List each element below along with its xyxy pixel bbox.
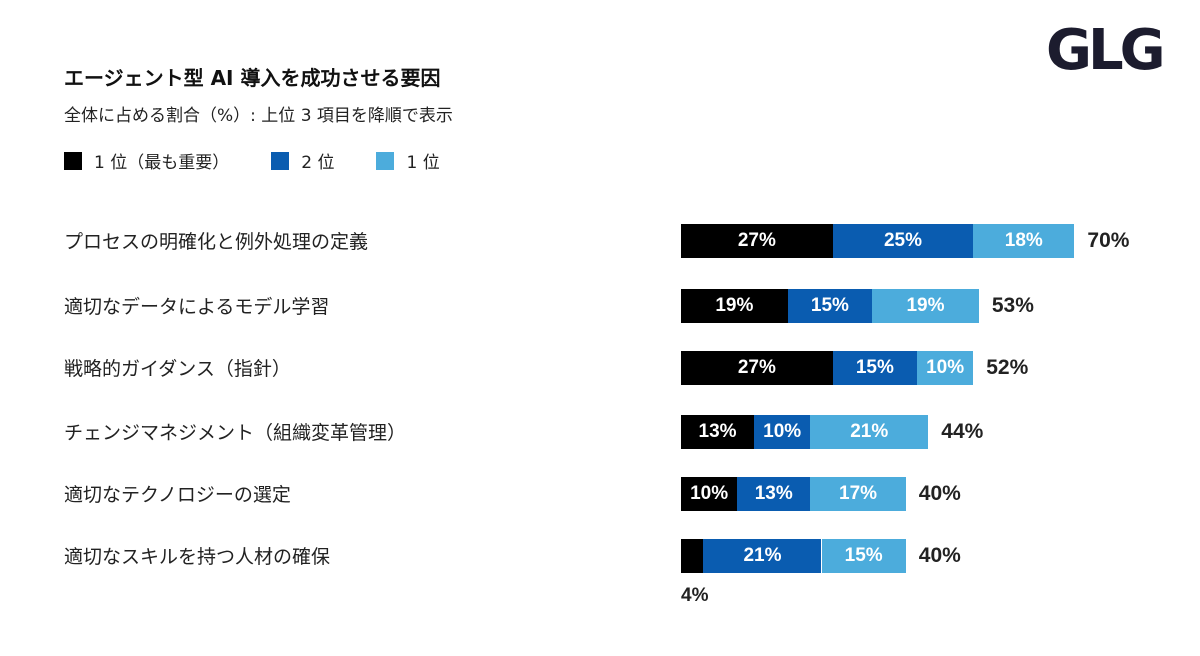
bar-segment-rank2: 21%: [703, 539, 822, 573]
bar-value-label: 15%: [810, 295, 849, 316]
chart-title: エージェント型 AI 導入を成功させる要因: [64, 66, 441, 90]
legend-swatch-rank3: [376, 151, 395, 170]
bar-value-label: 10%: [690, 483, 729, 504]
bar-value-label: 10%: [763, 421, 802, 442]
legend-label-rank1: 1 位（最も重要）: [94, 153, 230, 173]
bar-value-label: 19%: [906, 295, 945, 316]
bar-segment-rank3: 17%: [810, 477, 906, 511]
bar-value-label: 4%: [681, 585, 709, 606]
category-label: 適切なスキルを持つ人材の確保: [64, 546, 331, 568]
bar-segment-rank2: 15%: [832, 351, 918, 385]
bar-segment-rank1: 27%: [681, 224, 833, 258]
bar-segment-rank2: 25%: [832, 224, 974, 258]
legend-label-rank2: 2 位: [301, 153, 335, 173]
glg-logo: GLG: [1046, 18, 1166, 83]
bar-value-label: 21%: [743, 545, 782, 566]
legend-item-rank3: 1 位: [376, 148, 440, 173]
bar-value-label: 18%: [1004, 230, 1043, 251]
bar-total-label: 40%: [918, 544, 961, 567]
bar-value-label: 13%: [698, 421, 737, 442]
legend-item-rank1: 1 位（最も重要）: [64, 148, 229, 173]
bar-total-label: 52%: [986, 356, 1029, 379]
bar-value-label: 27%: [737, 357, 776, 378]
chart-subtitle: 全体に占める割合（%）: 上位 3 項目を降順で表示: [64, 106, 453, 126]
bar-total-label: 44%: [941, 420, 984, 443]
legend-label-rank3: 1 位: [406, 153, 440, 173]
legend-swatch-rank1: [64, 151, 82, 170]
bar-segment-rank3: 19%: [872, 289, 979, 323]
bar-segment-rank3: 21%: [810, 415, 929, 449]
bar-segment-rank1: 13%: [681, 415, 755, 449]
bar-segment-rank3: 10%: [917, 351, 974, 385]
legend-item-rank2: 2 位: [271, 148, 334, 173]
legend: 1 位（最も重要） 2 位 1 位: [64, 148, 482, 173]
bar-value-label: 27%: [737, 230, 776, 251]
bar-value-label: 25%: [883, 230, 922, 251]
bar-segment-rank3: 15%: [821, 539, 906, 573]
bar-value-label: 19%: [715, 295, 754, 316]
category-label: 適切なデータによるモデル学習: [64, 296, 330, 318]
bar-value-label: 17%: [839, 483, 878, 504]
bar-segment-rank2: 10%: [754, 415, 811, 449]
bar-total-label: 70%: [1087, 229, 1130, 252]
bar-segment-rank1: 19%: [681, 289, 788, 323]
bar-segment-rank3: 18%: [973, 224, 1075, 258]
bar-value-label: 21%: [850, 421, 889, 442]
bar-segment-rank2: 13%: [737, 477, 811, 511]
bar-segment-rank1: 27%: [681, 351, 833, 385]
bar-value-label: 15%: [855, 357, 894, 378]
bar-segment-rank1: [681, 539, 704, 573]
bar-segment-rank1: 10%: [681, 477, 738, 511]
bar-segment-rank2: 15%: [787, 289, 873, 323]
category-label: チェンジマネジメント（組織変革管理）: [64, 422, 407, 444]
bar-value-label: 15%: [844, 545, 883, 566]
category-label: 戦略的ガイダンス（指針）: [64, 358, 291, 380]
bar-value-label: 13%: [754, 483, 793, 504]
bar-value-label: 10%: [926, 357, 965, 378]
bar-total-label: 40%: [918, 482, 961, 505]
legend-swatch-rank2: [271, 151, 290, 170]
category-label: プロセスの明確化と例外処理の定義: [64, 231, 369, 253]
category-label: 適切なテクノロジーの選定: [64, 484, 291, 506]
bar-total-label: 53%: [991, 294, 1034, 317]
